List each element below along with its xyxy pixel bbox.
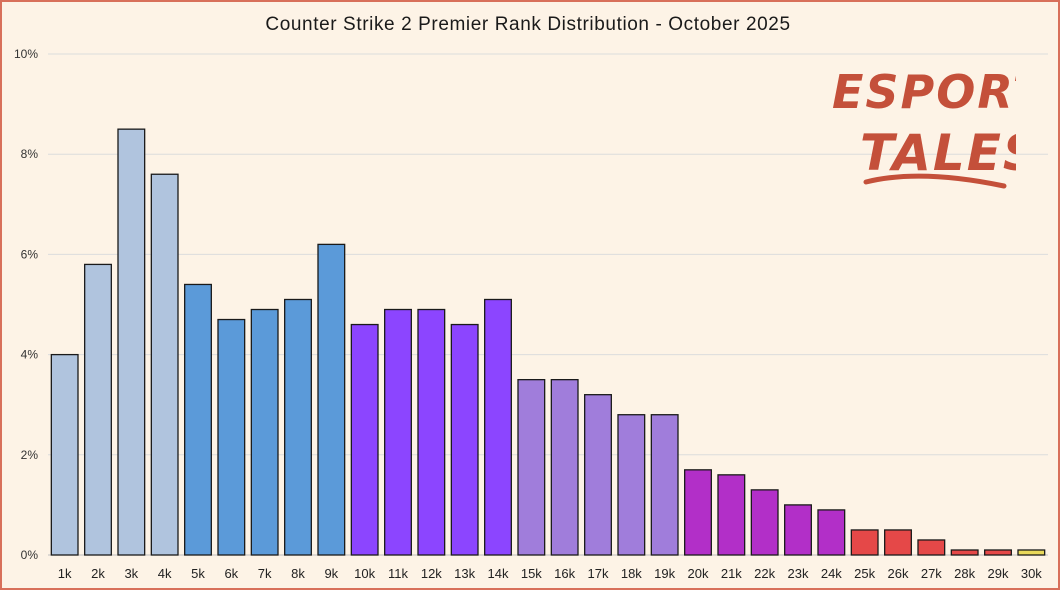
x-tick-label: 18k (621, 566, 642, 581)
x-tick-label: 28k (954, 566, 975, 581)
logo-line-2: TALES (860, 124, 1016, 182)
x-tick-label: 2k (91, 566, 105, 581)
x-tick-label: 9k (324, 566, 338, 581)
bar-29k (984, 549, 1012, 556)
x-tick-label: 30k (1021, 566, 1042, 581)
y-tick-label: 0% (21, 548, 39, 562)
x-tick-label: 23k (788, 566, 809, 581)
bar-10k (350, 323, 379, 556)
x-tick-label: 5k (191, 566, 205, 581)
x-tick-label: 8k (291, 566, 305, 581)
y-tick-label: 6% (21, 247, 39, 261)
x-tick-label: 4k (158, 566, 172, 581)
bar-4k (150, 173, 179, 556)
x-tick-label: 10k (354, 566, 375, 581)
bars (50, 128, 1046, 556)
x-tick-label: 29k (988, 566, 1009, 581)
bar-23k (784, 504, 812, 556)
x-tick-label: 27k (921, 566, 942, 581)
bar-7k (250, 308, 279, 556)
bar-3k (117, 128, 146, 556)
x-tick-label: 15k (521, 566, 542, 581)
y-axis-ticks: 0% 2% 4% 6% 8% 10% (14, 47, 38, 562)
esports-tales-logo: ESPORTS TALES (832, 65, 1016, 189)
bar-8k (284, 298, 312, 556)
x-tick-label: 14k (488, 566, 509, 581)
bar-11k (384, 308, 412, 556)
bar-13k (450, 323, 479, 556)
bar-22k (750, 489, 779, 556)
y-tick-label: 10% (14, 47, 38, 61)
bar-20k (684, 469, 712, 556)
bar-28k (950, 549, 979, 556)
x-axis-ticks: 1k 2k 3k 4k 5k 6k 7k 8k 9k 10k 11k 12k 13k 14k 15k 16k 1… (58, 566, 1043, 581)
bar-25k (850, 529, 879, 556)
x-tick-label: 22k (754, 566, 775, 581)
logo-line-1: ESPORTS (832, 65, 1016, 119)
bar-14k (484, 298, 512, 556)
bar-2k (84, 263, 112, 556)
bar-30k (1017, 549, 1046, 556)
bar-6k (217, 318, 246, 556)
x-tick-label: 19k (654, 566, 675, 581)
x-tick-label: 16k (554, 566, 575, 581)
x-tick-label: 25k (854, 566, 875, 581)
bar-21k (717, 474, 746, 556)
y-tick-label: 4% (21, 348, 39, 362)
bar-17k (584, 394, 612, 556)
x-tick-label: 21k (721, 566, 742, 581)
x-tick-label: 20k (688, 566, 709, 581)
y-tick-label: 2% (21, 448, 39, 462)
bar-9k (317, 243, 346, 556)
bar-16k (550, 378, 579, 556)
bar-15k (517, 378, 546, 556)
x-tick-label: 17k (588, 566, 609, 581)
bar-18k (617, 414, 646, 556)
x-tick-label: 26k (888, 566, 909, 581)
x-tick-label: 13k (454, 566, 475, 581)
x-tick-label: 24k (821, 566, 842, 581)
grid-lines (48, 53, 1048, 556)
logo-brush-underline (863, 173, 1007, 189)
x-tick-label: 11k (388, 566, 408, 581)
bar-12k (417, 308, 446, 556)
bar-1k (50, 353, 79, 556)
bar-5k (184, 283, 212, 556)
x-tick-label: 3k (124, 566, 138, 581)
x-tick-label: 6k (224, 566, 238, 581)
bar-24k (817, 509, 846, 556)
chart-title: Counter Strike 2 Premier Rank Distributi… (265, 14, 791, 35)
bar-26k (884, 529, 912, 556)
bar-27k (917, 539, 946, 556)
x-tick-label: 1k (58, 566, 72, 581)
y-tick-label: 8% (21, 147, 39, 161)
bar-19k (650, 414, 679, 556)
x-tick-label: 7k (258, 566, 272, 581)
x-tick-label: 12k (421, 566, 442, 581)
